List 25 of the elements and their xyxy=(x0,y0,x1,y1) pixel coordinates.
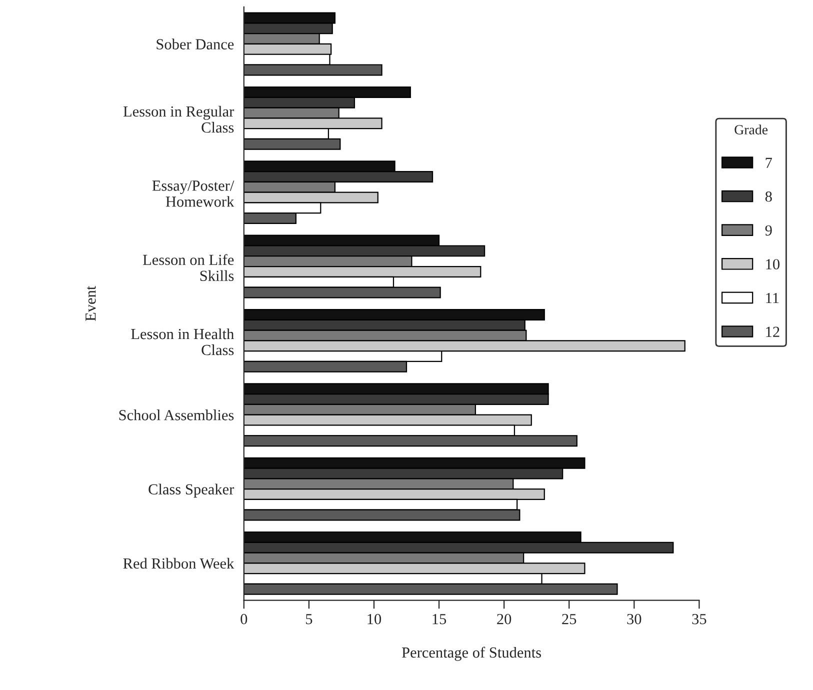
y-tick-label: Lesson in Health Class xyxy=(131,328,234,356)
x-tick-label: 5 xyxy=(306,614,312,624)
legend-label: 7 xyxy=(766,158,772,168)
x-axis-title: Percentage of Students xyxy=(402,646,541,661)
x-tick-label: 30 xyxy=(627,614,642,624)
y-tick-label: Lesson in Regular Class xyxy=(123,106,234,133)
y-tick-label: Class Speaker xyxy=(148,484,234,498)
legend-label: 11 xyxy=(766,292,779,304)
y-tick-label: Essay/Poster/ Homework xyxy=(152,180,234,207)
legend-label: 10 xyxy=(766,259,780,270)
y-tick-label: Red Ribbon Week xyxy=(123,558,234,569)
y-axis-title: Event xyxy=(86,286,96,321)
x-tick-label: 25 xyxy=(562,614,576,624)
legend-label: 8 xyxy=(765,191,772,202)
x-tick-label: 10 xyxy=(368,614,382,624)
y-tick-label: Lesson on Life Skills xyxy=(142,254,234,282)
x-tick-label: 20 xyxy=(497,614,512,624)
legend-label: 12 xyxy=(766,326,780,337)
x-tick-label: 0 xyxy=(240,614,248,624)
legend-title: Grade xyxy=(734,124,768,134)
y-tick-label: Sober Dance xyxy=(156,38,234,50)
x-tick-label: 15 xyxy=(432,614,446,624)
x-tick-label: 35 xyxy=(692,614,706,624)
y-tick-label: School Assemblies xyxy=(119,410,234,420)
legend-label: 9 xyxy=(765,225,772,236)
